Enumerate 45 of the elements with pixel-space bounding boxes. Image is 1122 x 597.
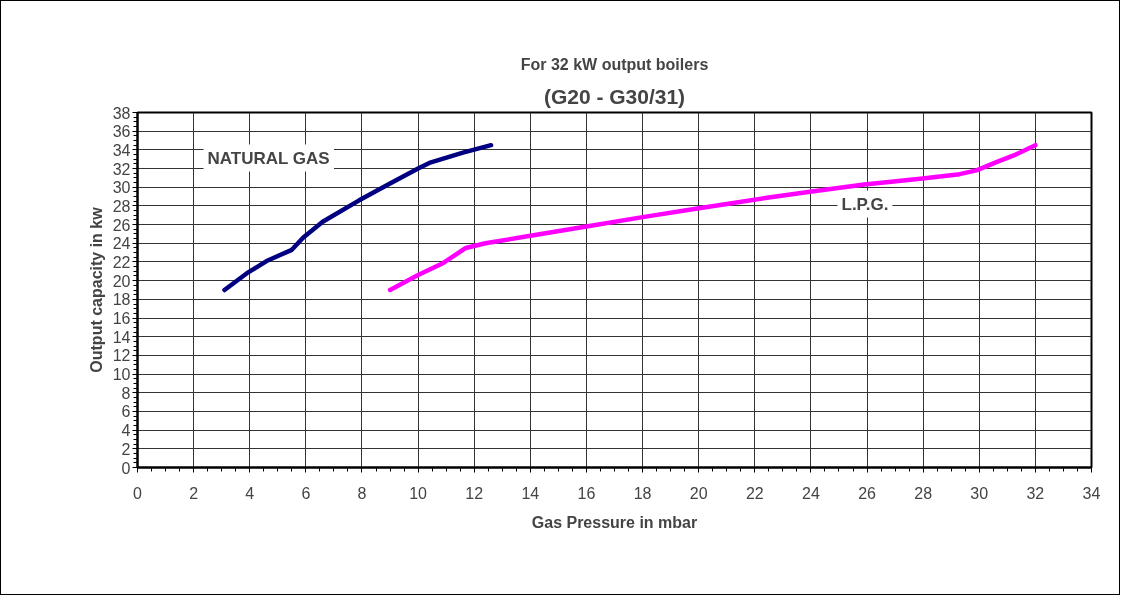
y-tick-label: 14 bbox=[112, 328, 131, 346]
y-tick-label: 10 bbox=[112, 366, 131, 384]
x-tick-label: 6 bbox=[301, 484, 311, 502]
y-tick-label: 8 bbox=[121, 384, 131, 402]
line-series bbox=[387, 142, 1038, 293]
y-tick-label: 24 bbox=[112, 235, 131, 253]
x-tick-label: 16 bbox=[577, 484, 596, 502]
series-label: L.P.G. bbox=[841, 194, 889, 214]
x-tick-label: 8 bbox=[357, 484, 367, 502]
x-tick-label: 32 bbox=[1026, 484, 1045, 502]
x-tick-label: 14 bbox=[521, 484, 540, 502]
y-tick-label: 4 bbox=[121, 422, 131, 440]
x-tick-label: 2 bbox=[189, 484, 199, 502]
x-tick-label: 34 bbox=[1082, 484, 1101, 502]
x-tick-label: 20 bbox=[689, 484, 708, 502]
y-tick-label: 18 bbox=[112, 291, 131, 309]
y-tick-label: 26 bbox=[112, 216, 131, 234]
y-tick-label: 36 bbox=[112, 123, 131, 141]
y-tick-label: 0 bbox=[121, 459, 131, 477]
y-tick-label: 30 bbox=[112, 179, 131, 197]
y-tick-label: 32 bbox=[112, 160, 131, 178]
x-tick-label: 28 bbox=[914, 484, 933, 502]
chart-title: For 32 kW output boilers bbox=[520, 55, 709, 73]
x-tick-label: 12 bbox=[465, 484, 484, 502]
y-axis-title: Output capacity in kw bbox=[87, 206, 105, 373]
x-tick-label: 30 bbox=[970, 484, 989, 502]
y-tick-label: 38 bbox=[112, 104, 131, 122]
x-tick-label: 4 bbox=[245, 484, 255, 502]
y-tick-label: 22 bbox=[112, 253, 131, 271]
x-tick-label: 10 bbox=[409, 484, 428, 502]
y-tick-label: 34 bbox=[112, 141, 131, 159]
x-tick-label: 0 bbox=[133, 484, 143, 502]
y-tick-label: 28 bbox=[112, 197, 131, 215]
y-tick-label: 6 bbox=[121, 403, 131, 421]
x-tick-label: 26 bbox=[858, 484, 877, 502]
y-tick-label: 12 bbox=[112, 347, 131, 365]
y-tick-label: 16 bbox=[112, 310, 131, 328]
x-tick-label: 24 bbox=[802, 484, 820, 502]
chart-subtitle: (G20 - G30/31) bbox=[543, 84, 686, 108]
x-tick-label: 22 bbox=[745, 484, 764, 502]
y-tick-label: 20 bbox=[112, 272, 131, 290]
text: NATURAL GAS bbox=[207, 148, 330, 168]
x-axis-title: Gas Pressure in mbar bbox=[531, 513, 698, 531]
x-tick-label: 18 bbox=[633, 484, 652, 502]
y-tick-label: 2 bbox=[121, 440, 131, 458]
